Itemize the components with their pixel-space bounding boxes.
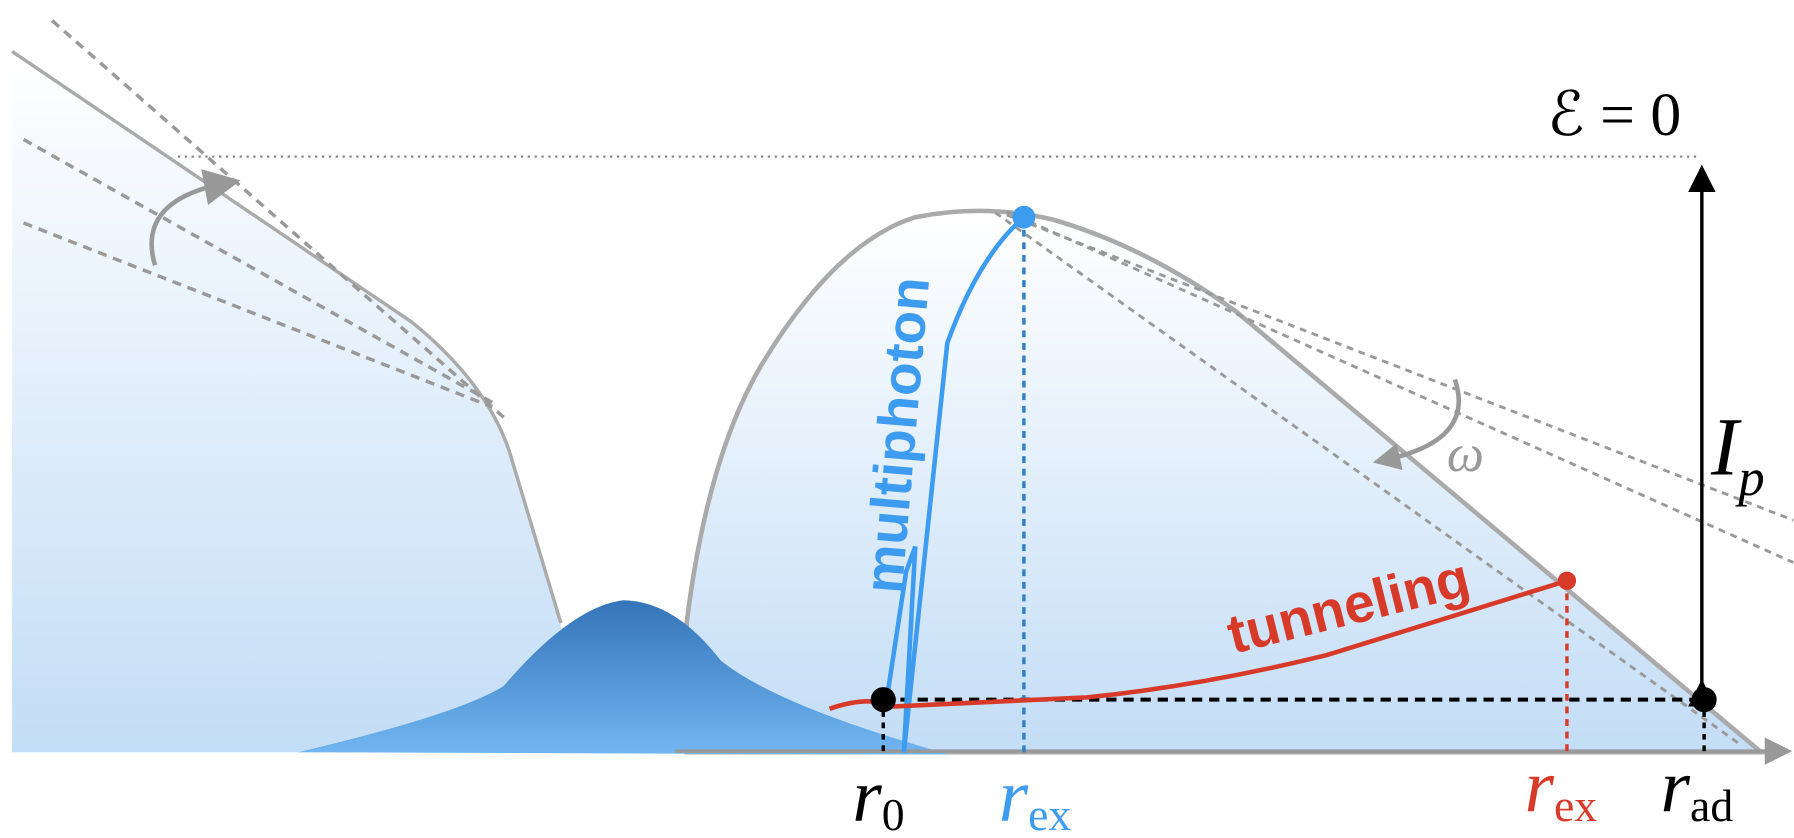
frequency-label: ω xyxy=(1447,425,1484,483)
right-tangents xyxy=(994,210,1794,745)
left-tangents xyxy=(22,19,505,419)
rex-red-label: rex xyxy=(1525,746,1598,831)
left-potential-edge xyxy=(11,50,563,624)
r0-label: r0 xyxy=(852,755,904,838)
ip-label: Ip xyxy=(1710,401,1765,507)
r0-dot xyxy=(870,687,896,713)
rotation-arrow xyxy=(149,169,241,266)
barrier xyxy=(684,208,1768,755)
energy-label: ℰ = 0 xyxy=(1547,81,1681,149)
frequency-arrow xyxy=(1372,378,1461,471)
ground-state xyxy=(297,600,950,755)
tunneling-path xyxy=(828,578,1568,711)
rex-blue-label: rex xyxy=(999,755,1072,838)
rex-red-dot xyxy=(1557,571,1577,590)
rad-label: rad xyxy=(1661,746,1734,831)
multiphoton-path xyxy=(884,215,1026,753)
rad-dot xyxy=(1691,687,1717,713)
rex-blue-dot xyxy=(1012,205,1036,229)
left-potential xyxy=(12,51,561,753)
